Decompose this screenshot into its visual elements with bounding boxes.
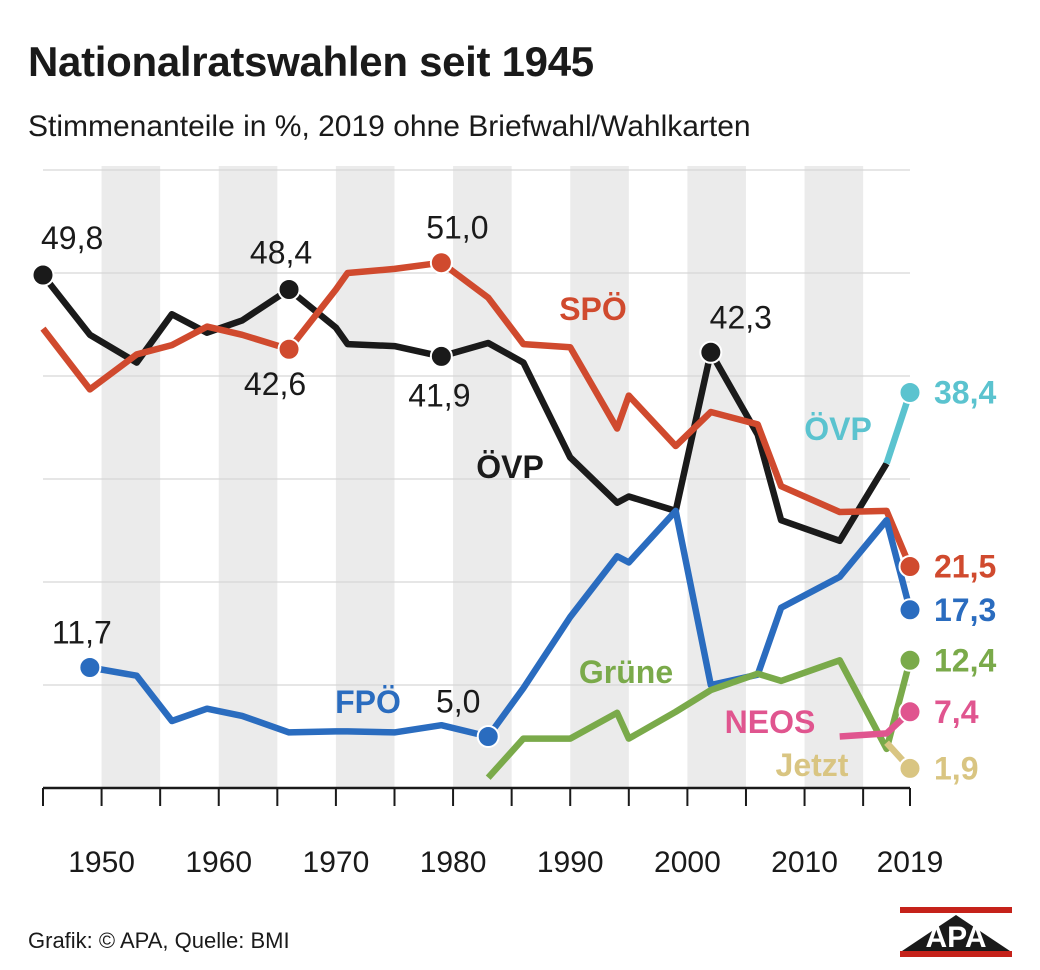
x-tick-label: 1960 (185, 846, 252, 879)
source-footer: Grafik: © APA, Quelle: BMI (28, 928, 290, 953)
data-label: 42,3 (710, 299, 772, 335)
data-label: 49,8 (41, 220, 103, 256)
series-line-övp (883, 391, 914, 465)
data-point (277, 337, 301, 361)
chart-title: Nationalratswahlen seit 1945 (28, 38, 594, 85)
series-line-fpö (89, 507, 914, 740)
series-label: Grüne (579, 654, 673, 690)
series-label: SPÖ (559, 291, 627, 327)
data-point (898, 598, 922, 622)
horizontal-gridlines (43, 169, 910, 686)
apa-logo-text: APA (925, 921, 986, 954)
data-label: 1,9 (934, 750, 978, 786)
data-point (429, 251, 453, 275)
band (453, 166, 512, 788)
x-tick-label: 1950 (68, 846, 135, 879)
band (570, 166, 629, 788)
data-label: 12,4 (934, 642, 996, 678)
data-point (898, 555, 922, 579)
data-point (898, 700, 922, 724)
series-labels: ÖVP SPÖ FPÖ Grüne ÖVP NEOS Jetzt (335, 291, 872, 783)
data-point (476, 725, 500, 748)
band (218, 166, 278, 788)
data-labels: 49,8 48,4 41,9 42,3 42,6 51,0 21,5 11,7 5,0 17,3 1… (41, 210, 996, 787)
x-axis: 1950 1960 1970 1980 1990 2000 2010 2019 (42, 786, 944, 879)
line-chart: 1950 1960 1970 1980 1990 2000 2010 2019 49,8 48,… (31, 166, 996, 879)
x-tick-label: 2000 (654, 846, 721, 879)
data-point (898, 648, 922, 672)
data-label: 17,3 (934, 592, 996, 628)
x-tick-label: 1980 (420, 846, 487, 879)
series-line-spö (40, 259, 913, 568)
data-label: 5,0 (436, 684, 480, 720)
band (101, 166, 161, 788)
data-label: 41,9 (408, 377, 470, 413)
series-label: ÖVP (804, 411, 872, 447)
data-point (898, 380, 922, 404)
series-label: ÖVP (476, 449, 544, 485)
data-point (31, 263, 55, 287)
apa-logo: APA (900, 907, 1012, 957)
data-label: 42,6 (244, 366, 306, 402)
data-point (699, 340, 723, 364)
data-point (78, 655, 102, 679)
data-point (898, 756, 922, 780)
x-tick-label: 1990 (537, 846, 604, 879)
data-label: 51,0 (426, 210, 488, 246)
data-label: 11,7 (52, 614, 112, 650)
series-line-grüne (485, 657, 914, 780)
series-label: Jetzt (776, 747, 849, 783)
chart-subtitle: Stimmenanteile in %, 2019 ohne Briefwahl… (28, 110, 751, 143)
data-label: 38,4 (934, 374, 996, 410)
series-points (31, 251, 922, 780)
series-label: NEOS (725, 704, 816, 740)
x-tick-label: 2010 (771, 846, 838, 879)
series-label: FPÖ (335, 684, 401, 720)
data-point (277, 277, 301, 301)
band (687, 166, 746, 788)
series-lines (40, 259, 914, 780)
data-label: 21,5 (934, 549, 996, 585)
data-point (429, 344, 453, 368)
x-tick-label: 2019 (877, 846, 944, 879)
series-line-övp (40, 273, 890, 545)
data-label: 7,4 (934, 694, 979, 730)
x-tick-label: 1970 (303, 846, 370, 879)
data-label: 48,4 (250, 234, 312, 270)
